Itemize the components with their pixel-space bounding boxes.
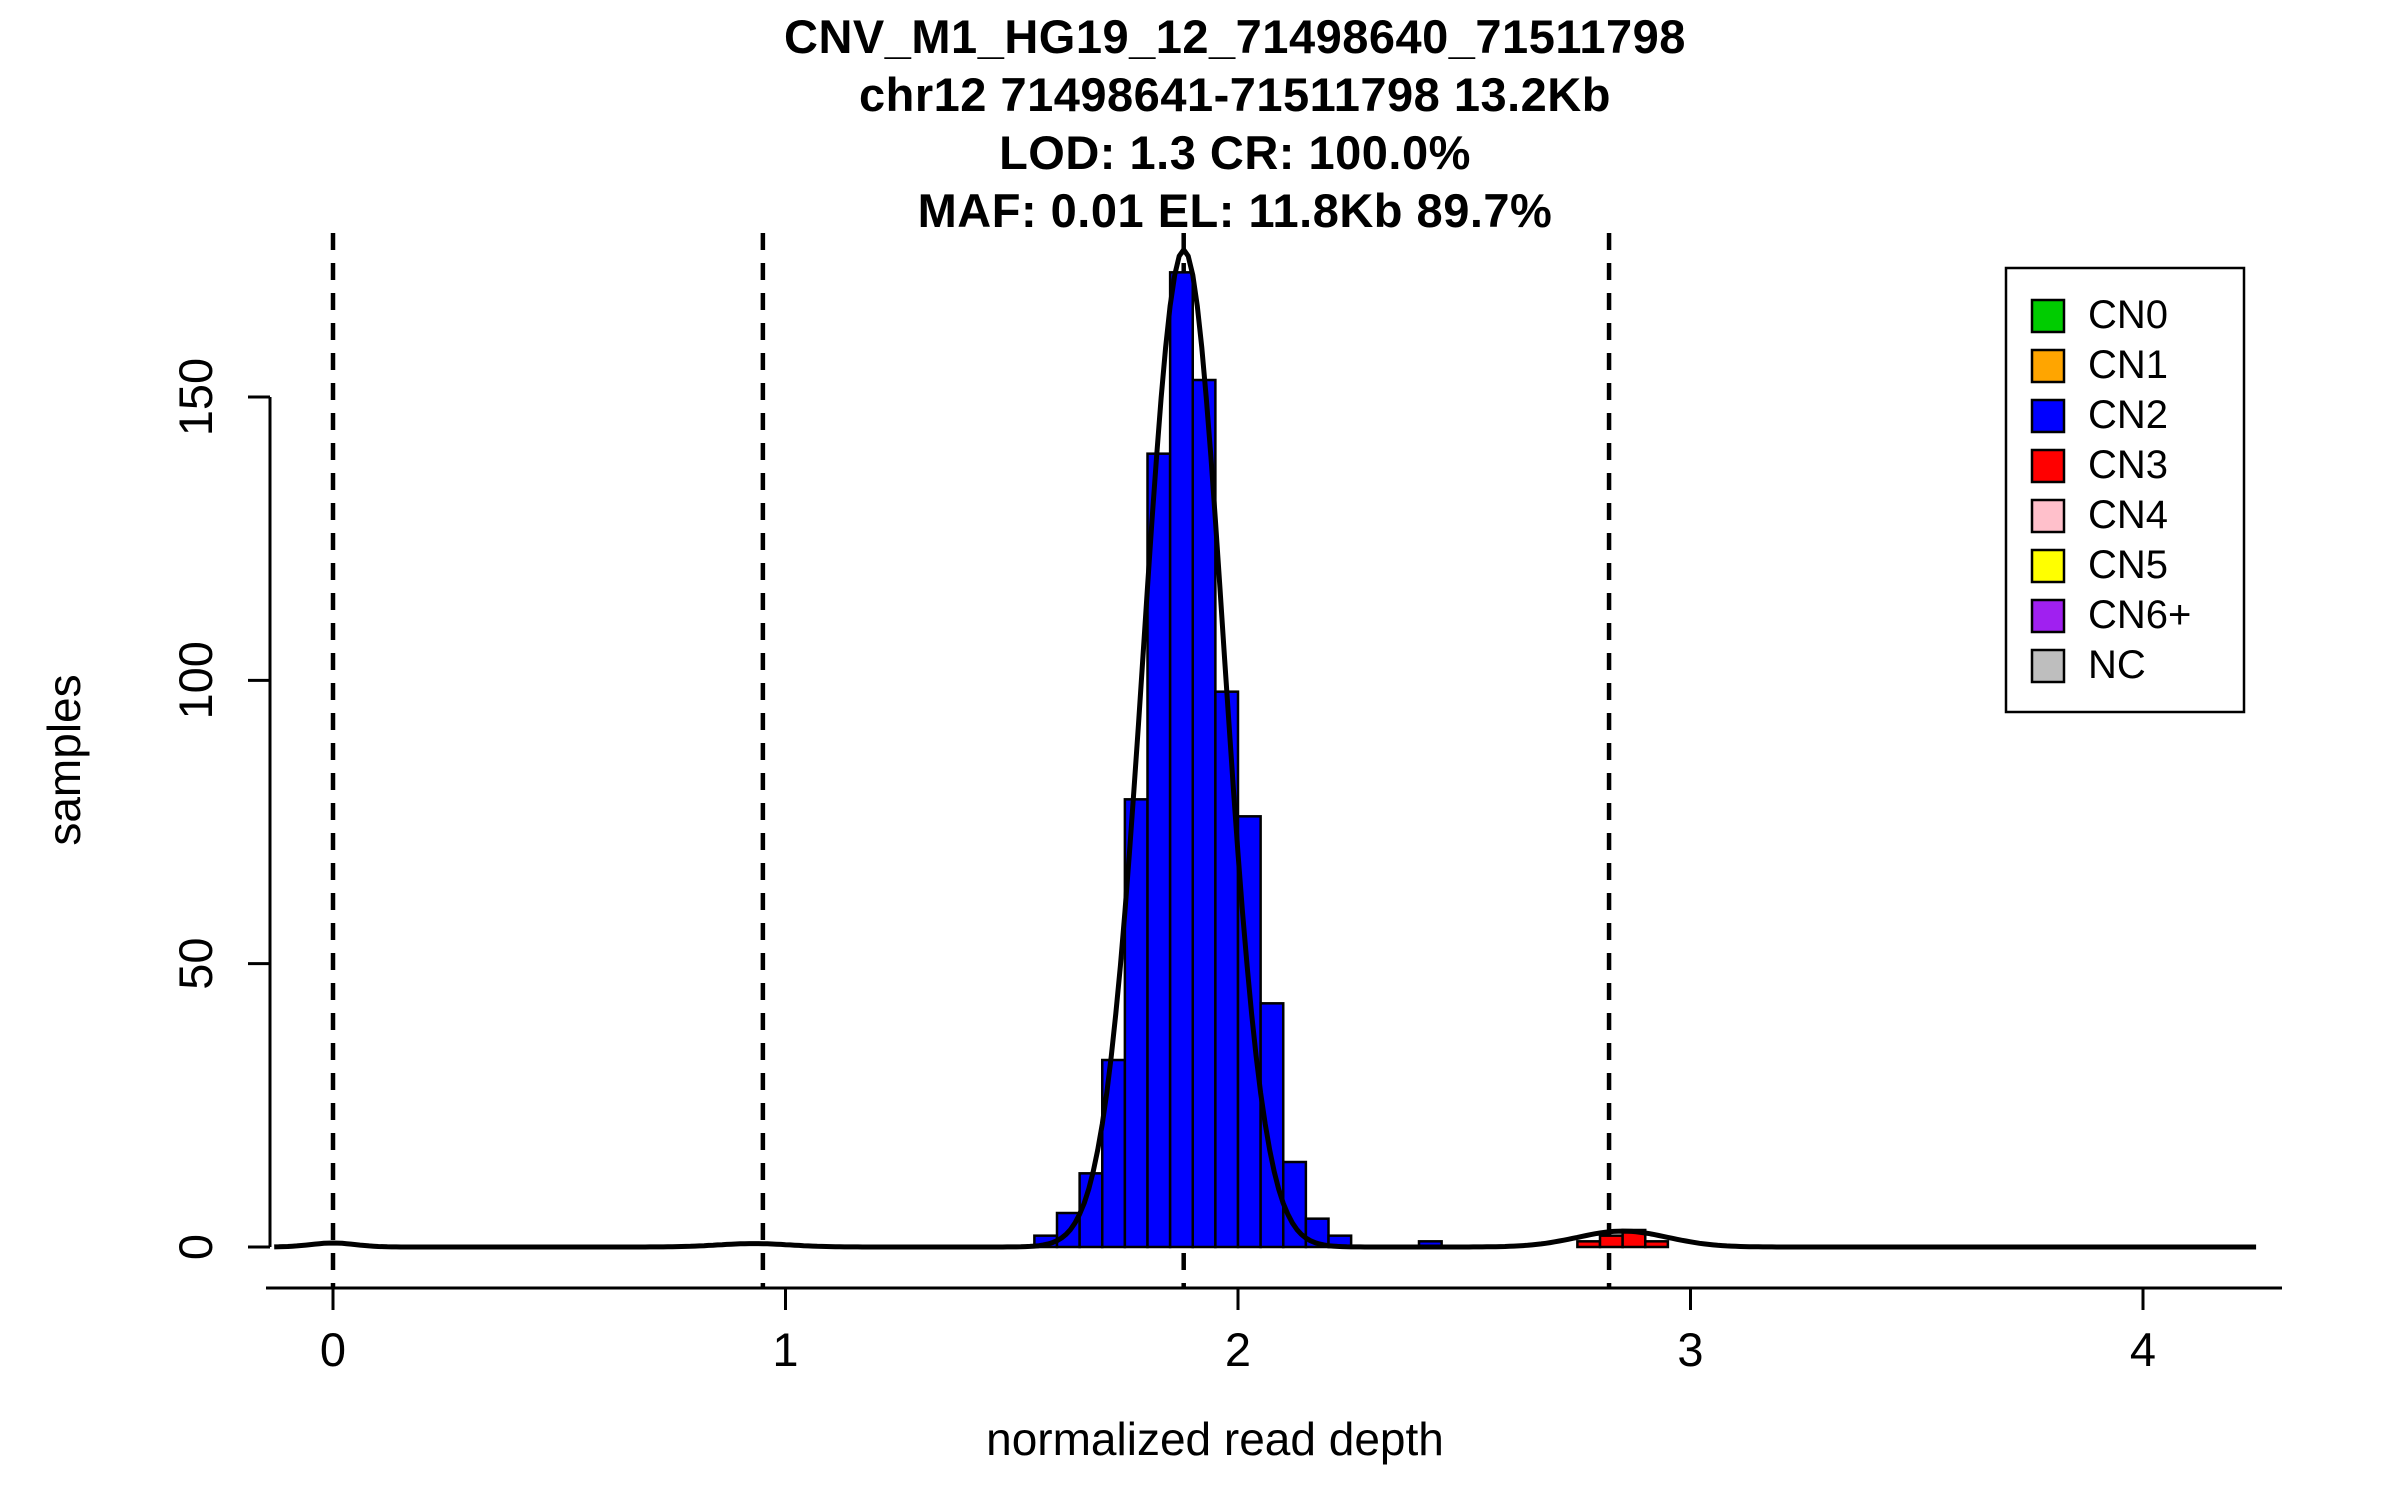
legend-swatch-cn5 bbox=[2030, 548, 2066, 584]
legend-label-cn0: CN0 bbox=[2088, 293, 2168, 337]
legend-swatch-cn6plus bbox=[2030, 598, 2066, 634]
title-line-maf-el: MAF: 0.01 EL: 11.8Kb 89.7% bbox=[917, 184, 1553, 237]
legend-label-cn4: CN4 bbox=[2088, 493, 2168, 537]
histogram-bar-cn2 bbox=[1168, 271, 1194, 1249]
title-line-cnv-id: CNV_M1_HG19_12_71498640_71511798 bbox=[784, 10, 1686, 63]
legend-swatch-nc bbox=[2030, 648, 2066, 684]
y-tick-label: 150 bbox=[169, 358, 222, 436]
legend-label-nc: NC bbox=[2088, 643, 2146, 687]
histogram-bar-cn3 bbox=[1598, 1234, 1624, 1249]
density-curve bbox=[274, 247, 2257, 1250]
x-tick-label: 2 bbox=[1225, 1323, 1251, 1376]
legend-label-cn5: CN5 bbox=[2088, 543, 2168, 587]
title-line-lod-cr: LOD: 1.3 CR: 100.0% bbox=[999, 126, 1471, 179]
histogram-bar-cn3 bbox=[1644, 1240, 1670, 1249]
histogram-bar-cn2 bbox=[1191, 378, 1217, 1249]
x-axis-label: normalized read depth bbox=[986, 1413, 1444, 1465]
legend-label-cn3: CN3 bbox=[2088, 443, 2168, 487]
y-tick-label: 100 bbox=[169, 641, 222, 719]
legend-swatch-cn2 bbox=[2030, 398, 2066, 434]
legend-label-cn1: CN1 bbox=[2088, 343, 2168, 387]
y-axis-label: samples bbox=[38, 674, 90, 846]
x-tick-label: 0 bbox=[320, 1323, 346, 1376]
legend-swatch-cn3 bbox=[2030, 448, 2066, 484]
title-line-locus: chr12 71498641-71511798 13.2Kb bbox=[859, 68, 1611, 121]
y-tick-label: 0 bbox=[169, 1234, 222, 1260]
legend-swatch-cn1 bbox=[2030, 348, 2066, 384]
x-tick-label: 3 bbox=[1677, 1323, 1703, 1376]
chart-title: CNV_M1_HG19_12_71498640_71511798 chr12 7… bbox=[40, 8, 2400, 240]
legend-box bbox=[2004, 266, 2246, 714]
legend-swatch-cn4 bbox=[2030, 498, 2066, 534]
x-tick-label: 1 bbox=[772, 1323, 798, 1376]
legend-label-cn2: CN2 bbox=[2088, 393, 2168, 437]
x-tick-label: 4 bbox=[2130, 1323, 2156, 1376]
legend-label-cn6plus: CN6+ bbox=[2088, 593, 2191, 637]
histogram-bar-cn3 bbox=[1576, 1240, 1602, 1249]
legend-swatch-cn0 bbox=[2030, 298, 2066, 334]
y-tick-label: 50 bbox=[169, 938, 222, 990]
